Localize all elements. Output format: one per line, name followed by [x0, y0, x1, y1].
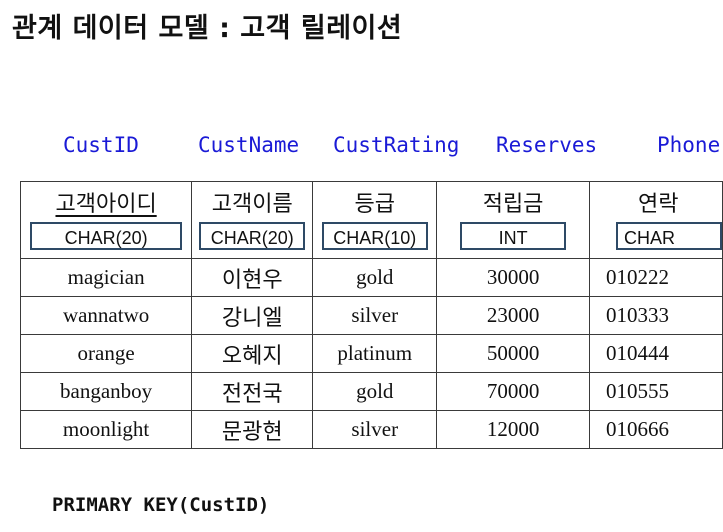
column-korean-name: 등급 — [354, 192, 395, 217]
attribute-name-custname: CustName — [198, 133, 300, 157]
column-korean-name: 연락 — [637, 192, 679, 217]
cell-phone: 010333 — [588, 296, 723, 335]
cell-custid: wannatwo — [19, 296, 193, 335]
header-cell-phone: 연락 CHAR — [588, 181, 723, 259]
cell-custrating: gold — [312, 258, 438, 297]
cell-phone: 010666 — [588, 410, 723, 449]
cell-custid: orange — [19, 334, 193, 373]
cell-phone: 010222 — [588, 258, 723, 297]
attribute-name-reserves: Reserves — [496, 133, 598, 157]
cell-reserves: 30000 — [436, 258, 590, 297]
cell-custname: 이현우 — [191, 258, 314, 297]
column-korean-name: 고객이름 — [211, 192, 293, 217]
cell-custrating: silver — [312, 296, 438, 335]
cell-custname: 강니엘 — [191, 296, 314, 335]
cell-custname: 문광현 — [191, 410, 314, 449]
cell-custrating: silver — [312, 410, 438, 449]
column-korean-name: 고객아이디 — [55, 192, 157, 217]
column-type-box: CHAR(20) — [199, 222, 306, 250]
header-row: 고객아이디 CHAR(20) 고객이름 CHAR(20) 등급 CHAR(10)… — [19, 181, 723, 259]
cell-reserves: 50000 — [436, 334, 590, 373]
table-row: banganboy 전전국 gold 70000 010555 — [19, 372, 723, 411]
header-cell-custname: 고객이름 CHAR(20) — [191, 181, 314, 259]
table-row: magician 이현우 gold 30000 010222 — [19, 258, 723, 297]
attribute-name-phone: Phone — [657, 133, 721, 157]
column-type-box: CHAR — [615, 222, 722, 250]
table-row: moonlight 문광현 silver 12000 010666 — [19, 410, 723, 449]
cell-custrating: platinum — [312, 334, 438, 373]
attribute-name-custrating: CustRating — [333, 133, 460, 157]
cell-phone: 010555 — [588, 372, 723, 411]
cell-custrating: gold — [312, 372, 438, 411]
cell-phone: 010444 — [588, 334, 723, 373]
cell-reserves: 12000 — [436, 410, 590, 449]
column-type-box: INT — [460, 222, 567, 250]
cell-custname: 오혜지 — [191, 334, 314, 373]
page-title: 관계 데이터 모델 : 고객 릴레이션 — [12, 13, 403, 44]
header-cell-reserves: 적립금 INT — [436, 181, 590, 259]
cell-reserves: 70000 — [436, 372, 590, 411]
header-cell-custid: 고객아이디 CHAR(20) — [19, 181, 193, 259]
table-row: wannatwo 강니엘 silver 23000 010333 — [19, 296, 723, 335]
column-type-box: CHAR(20) — [30, 222, 183, 250]
column-korean-name: 적립금 — [482, 192, 544, 217]
cell-reserves: 23000 — [436, 296, 590, 335]
header-cell-custrating: 등급 CHAR(10) — [312, 181, 438, 259]
cell-custid: banganboy — [19, 372, 193, 411]
column-type-box: CHAR(10) — [321, 222, 428, 250]
attribute-name-custid: CustID — [63, 133, 139, 157]
cell-custname: 전전국 — [191, 372, 314, 411]
primary-key-statement: PRIMARY KEY(CustID) — [52, 494, 270, 516]
cell-custid: magician — [19, 258, 193, 297]
cell-custid: moonlight — [19, 410, 193, 449]
customer-relation-table: 고객아이디 CHAR(20) 고객이름 CHAR(20) 등급 CHAR(10)… — [19, 181, 723, 449]
table-row: orange 오혜지 platinum 50000 010444 — [19, 334, 723, 373]
